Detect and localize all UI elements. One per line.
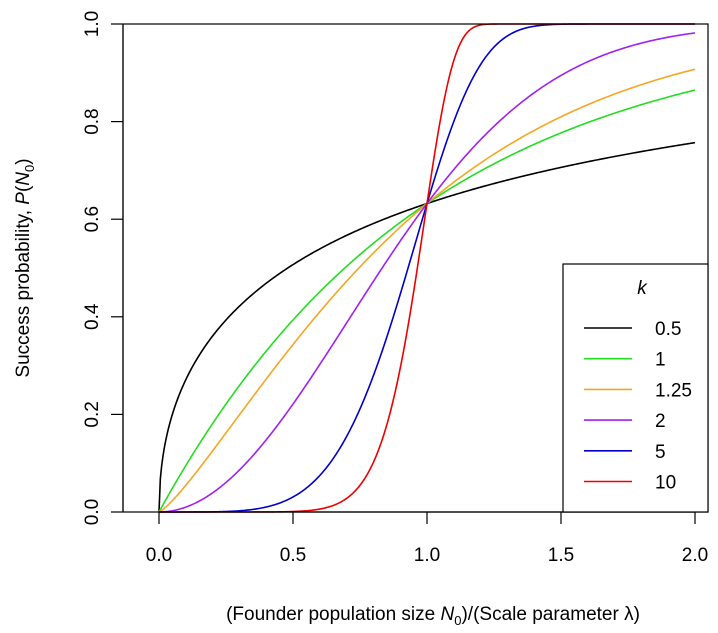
legend-label: 10 [655,473,676,494]
x-tick-label: 2.0 [682,545,708,566]
legend-title: k [637,278,648,299]
y-tick-label: 1.0 [82,11,103,37]
x-axis-title: (Founder population size N0)/(Scale para… [226,604,640,628]
legend-items: 0.5 1 1.25 2 5 10 [584,319,692,494]
legend: k 0.5 1 1.25 2 5 10 [562,263,709,513]
y-tick-label: 0.8 [82,108,103,134]
x-axis-title-subscript: 0 [454,613,461,628]
y-axis-title: Success probability, P(N0) [13,158,37,377]
x-tick-label: 1.0 [414,545,440,566]
x-tick-label: 0.5 [280,545,306,566]
legend-label: 1.25 [655,380,692,401]
legend-label: 0.5 [655,319,681,340]
y-tick-label: 0.6 [82,206,103,232]
y-axis-title-close-paren: ) [13,158,34,164]
legend-box [562,263,709,513]
y-axis-title-symbol: P [13,192,34,205]
y-axis-title-open-paren: ( [13,185,34,192]
y-axis-title-subscript: 0 [22,165,37,172]
y-axis-title-variable: N [13,172,34,186]
x-tick-label: 0.0 [146,545,172,566]
y-tick-label: 0.4 [82,303,103,330]
x-axis-title-symbol: N [441,604,455,625]
legend-label: 2 [655,411,666,432]
y-tick-label: 0.0 [82,499,103,525]
x-axis-title-prefix: (Founder population size [226,604,440,625]
y-tick-label: 0.2 [82,401,103,427]
x-axis: 0.0 0.5 1.0 1.5 2.0 [146,511,708,566]
legend-label: 1 [655,350,666,371]
x-axis-title-suffix: )/(Scale parameter λ) [461,604,639,625]
y-axis-title-prefix: Success probability, [13,205,34,378]
y-axis: 0.0 0.2 0.4 0.6 0.8 1.0 [82,11,124,525]
x-tick-label: 1.5 [548,545,574,566]
legend-label: 5 [655,442,666,463]
